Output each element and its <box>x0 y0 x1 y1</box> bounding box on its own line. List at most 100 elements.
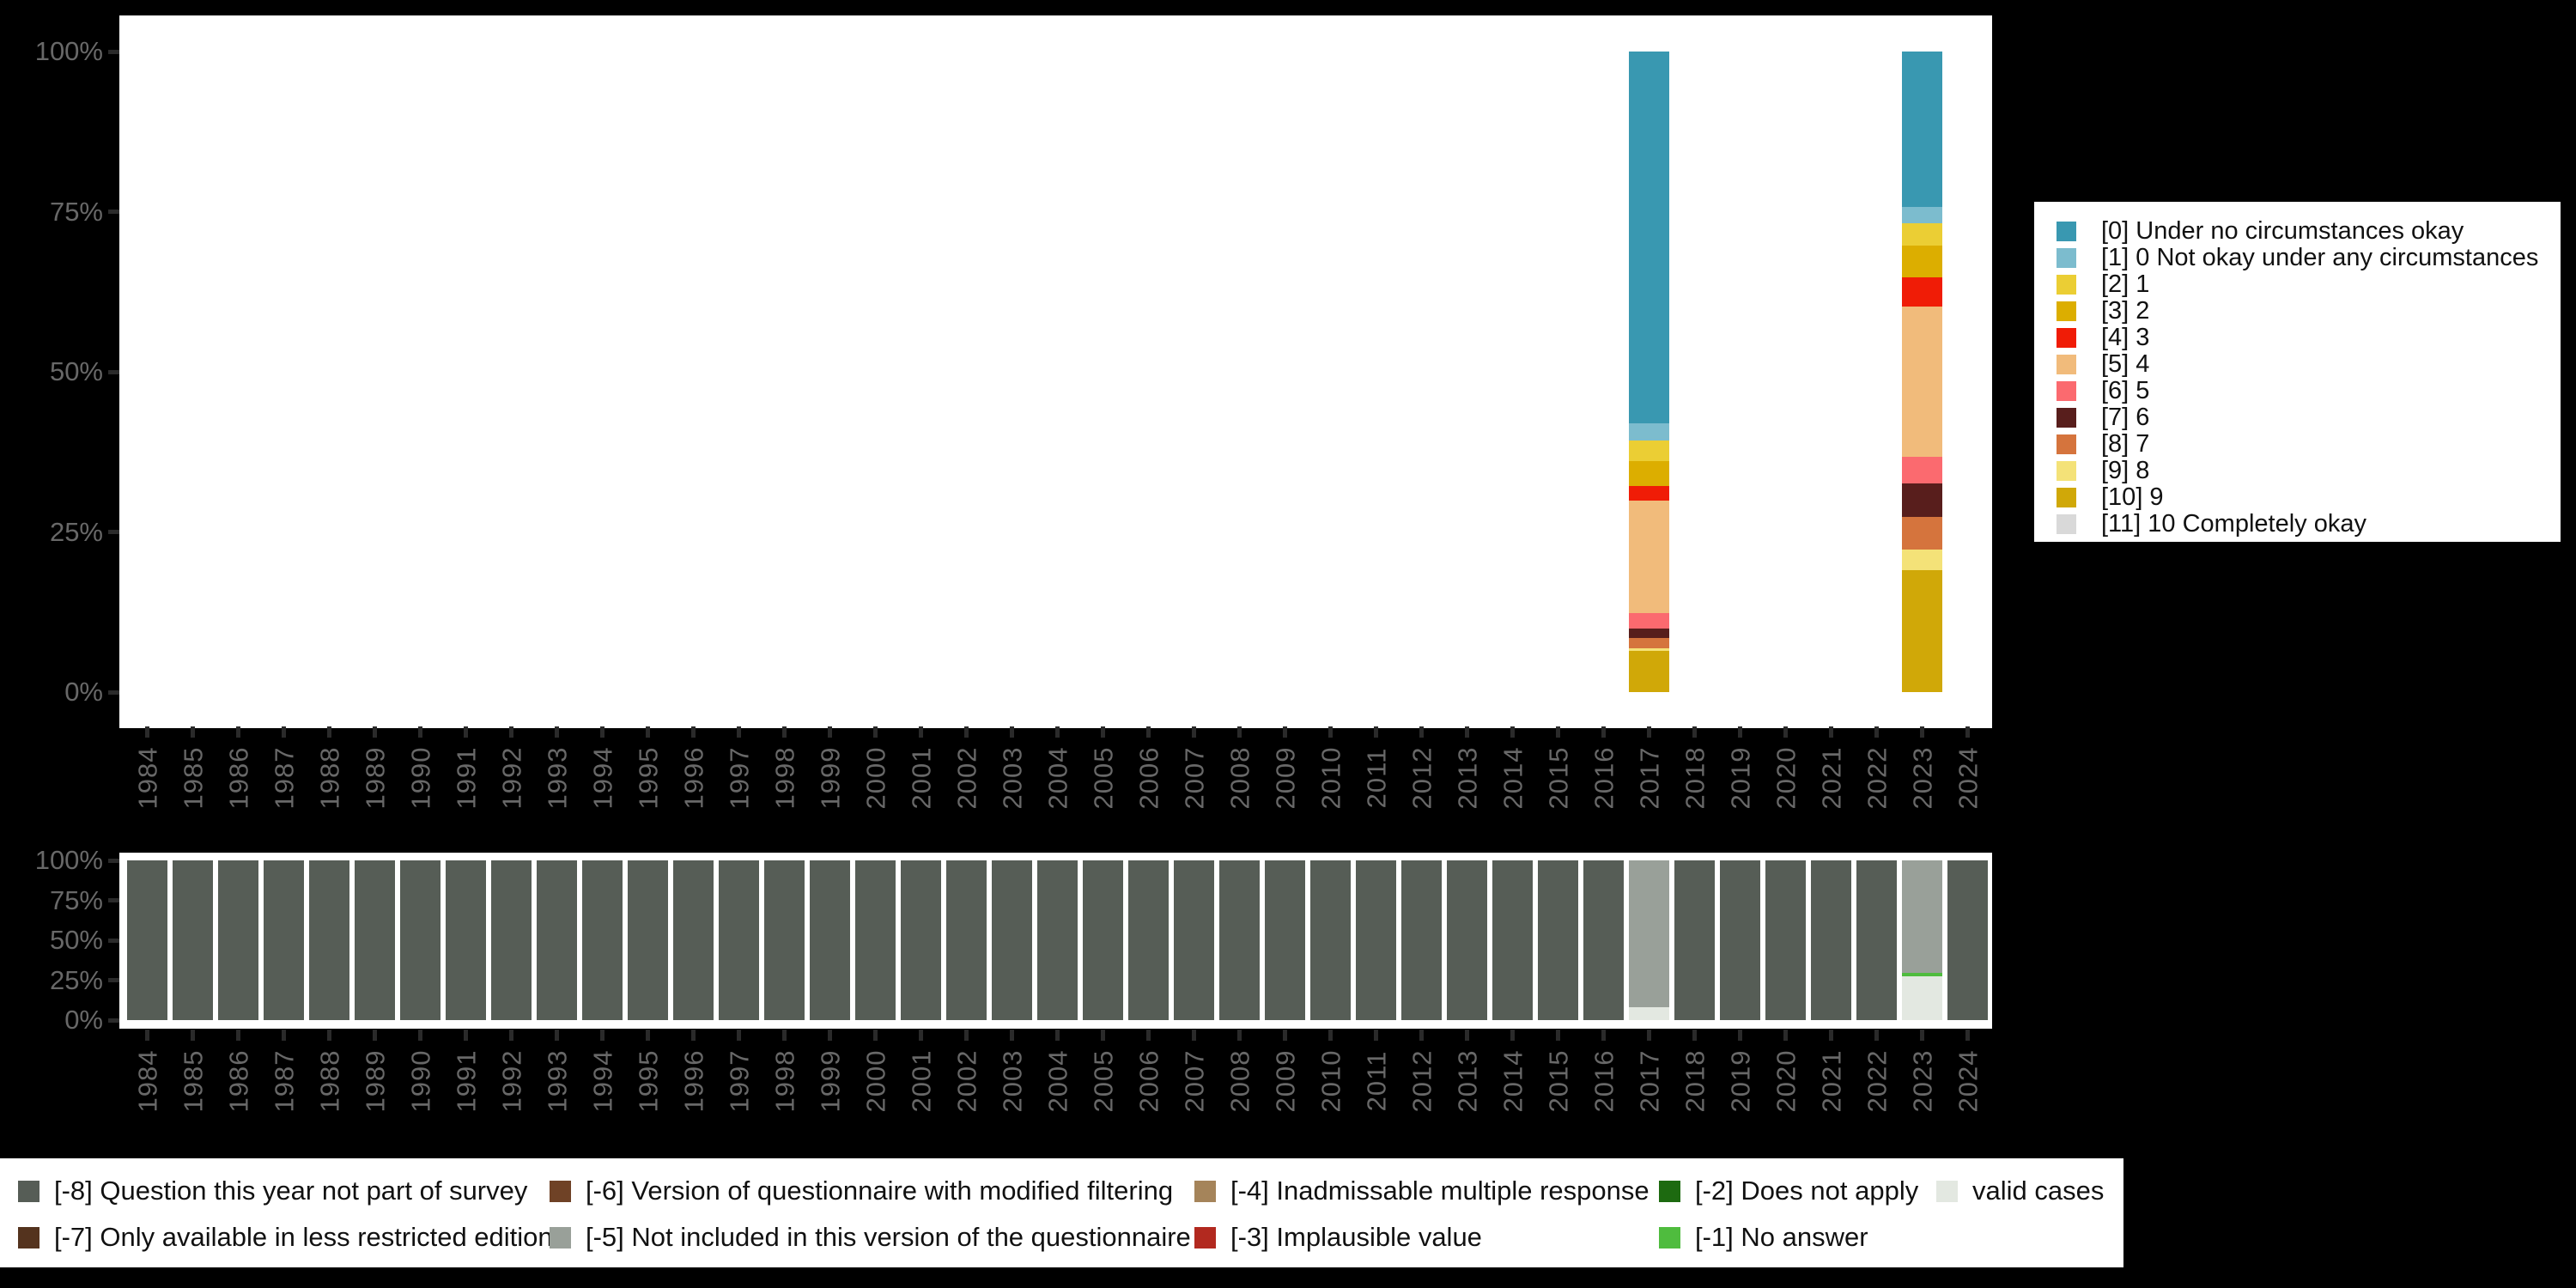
bar-segment-2023--1[interactable] <box>1902 973 1942 976</box>
bar-segment-2017-9[interactable] <box>1629 647 1669 652</box>
bar-segment-2019--8[interactable] <box>1720 860 1760 1020</box>
bar-segment-2001--8[interactable] <box>901 860 941 1020</box>
bar-segment-2023-5[interactable] <box>1902 306 1942 458</box>
legend-color-swatch <box>18 1226 39 1249</box>
bar-segment-1987--8[interactable] <box>264 860 304 1020</box>
bar-segment-2017-8[interactable] <box>1629 638 1669 648</box>
x-axis-tick-mark <box>646 726 650 738</box>
bar-segment-2003--8[interactable] <box>992 860 1032 1020</box>
x-axis-tick-mark <box>1101 1030 1105 1041</box>
bar-segment-1996--8[interactable] <box>673 860 714 1020</box>
bar-segment-2024--8[interactable] <box>1947 860 1988 1020</box>
legend-item-label: [10] 9 <box>2101 483 2164 511</box>
bar-segment-2023-3[interactable] <box>1902 246 1942 278</box>
legend-item[interactable]: [5] 4 <box>2057 350 2149 378</box>
bar-segment-1993--8[interactable] <box>537 860 577 1020</box>
legend-item[interactable]: [10] 9 <box>2057 483 2164 511</box>
legend-item[interactable]: [4] 3 <box>2057 324 2149 351</box>
bar-segment-2000--8[interactable] <box>855 860 896 1020</box>
bar-segment-1998--8[interactable] <box>764 860 805 1020</box>
legend-item[interactable]: [-8] Question this year not part of surv… <box>18 1176 527 1206</box>
x-axis-tick-mark <box>1419 726 1424 738</box>
legend-item[interactable]: [2] 1 <box>2057 270 2149 298</box>
bar-segment-2021--8[interactable] <box>1811 860 1851 1020</box>
bar-segment-1997--8[interactable] <box>719 860 759 1020</box>
bar-segment-2017-10[interactable] <box>1629 651 1669 692</box>
bar-segment-2015--8[interactable] <box>1538 860 1578 1020</box>
legend-item[interactable]: [8] 7 <box>2057 430 2149 458</box>
x-axis-tick-mark <box>1874 1030 1879 1041</box>
y-tick-label: 100% <box>34 845 103 875</box>
bar-segment-2017-1[interactable] <box>1629 423 1669 440</box>
legend-item[interactable]: [-4] Inadmissable multiple response <box>1194 1176 1649 1206</box>
x-axis-tick-mark <box>1010 1030 1014 1041</box>
bar-segment-2002--8[interactable] <box>946 860 987 1020</box>
bar-segment-2005--8[interactable] <box>1083 860 1123 1020</box>
y-tick-label: 75% <box>49 885 103 915</box>
legend-item[interactable]: [3] 2 <box>2057 297 2149 325</box>
bar-segment-2014--8[interactable] <box>1492 860 1533 1020</box>
bar-segment-1988--8[interactable] <box>309 860 349 1020</box>
legend-item[interactable]: [9] 8 <box>2057 457 2149 484</box>
bar-segment-2007--8[interactable] <box>1174 860 1214 1020</box>
legend-item[interactable]: [-3] Implausible value <box>1194 1222 1482 1252</box>
bar-segment-2023-valid[interactable] <box>1902 975 1942 1020</box>
x-axis-tick-mark <box>964 726 969 738</box>
bar-segment-2017--5[interactable] <box>1629 860 1669 1008</box>
legend-item[interactable]: [-7] Only available in less restricted e… <box>18 1222 553 1252</box>
bar-segment-2023-7[interactable] <box>1902 483 1942 518</box>
bar-segment-2023-4[interactable] <box>1902 277 1942 307</box>
bar-segment-2017-5[interactable] <box>1629 500 1669 614</box>
bar-segment-2017-4[interactable] <box>1629 485 1669 501</box>
legend-item[interactable]: [0] Under no circumstances okay <box>2057 217 2464 245</box>
bar-segment-2017-7[interactable] <box>1629 629 1669 639</box>
bar-segment-2006--8[interactable] <box>1128 860 1169 1020</box>
bar-segment-2010--8[interactable] <box>1310 860 1351 1020</box>
legend-item[interactable]: [-2] Does not apply <box>1659 1176 1918 1206</box>
bar-segment-1991--8[interactable] <box>446 860 486 1020</box>
bar-segment-1999--8[interactable] <box>810 860 850 1020</box>
bar-segment-2016--8[interactable] <box>1583 860 1624 1020</box>
bar-segment-2023-6[interactable] <box>1902 457 1942 483</box>
legend-item[interactable]: valid cases <box>1936 1176 2104 1206</box>
legend-color-swatch <box>550 1226 571 1249</box>
bar-segment-1985--8[interactable] <box>173 860 213 1020</box>
bar-segment-2023-9[interactable] <box>1902 549 1942 571</box>
bar-segment-2018--8[interactable] <box>1674 860 1715 1020</box>
bar-segment-2023-1[interactable] <box>1902 207 1942 223</box>
bar-segment-1992--8[interactable] <box>491 860 532 1020</box>
bar-segment-2011--8[interactable] <box>1356 860 1396 1020</box>
bar-segment-2013--8[interactable] <box>1447 860 1487 1020</box>
x-axis-tick-mark <box>1738 1030 1742 1041</box>
bar-segment-1989--8[interactable] <box>355 860 395 1020</box>
bar-segment-1986--8[interactable] <box>218 860 258 1020</box>
bar-segment-2023-0[interactable] <box>1902 52 1942 208</box>
bar-segment-2023-2[interactable] <box>1902 222 1942 246</box>
bar-segment-2009--8[interactable] <box>1265 860 1305 1020</box>
legend-item[interactable]: [1] 0 Not okay under any circumstances <box>2057 244 2538 271</box>
bar-segment-2017-2[interactable] <box>1629 440 1669 461</box>
bar-segment-2017-0[interactable] <box>1629 52 1669 424</box>
legend-item[interactable]: [7] 6 <box>2057 404 2149 431</box>
legend-item[interactable]: [-5] Not included in this version of the… <box>550 1222 1191 1252</box>
bar-segment-1994--8[interactable] <box>582 860 623 1020</box>
bar-segment-2023-10[interactable] <box>1902 570 1942 692</box>
bar-segment-2023-8[interactable] <box>1902 517 1942 550</box>
bar-segment-2022--8[interactable] <box>1856 860 1897 1020</box>
bar-segment-1990--8[interactable] <box>400 860 440 1020</box>
legend-item[interactable]: [-6] Version of questionnaire with modif… <box>550 1176 1173 1206</box>
bar-segment-1984--8[interactable] <box>127 860 167 1020</box>
bar-segment-2017-valid[interactable] <box>1629 1007 1669 1020</box>
legend-item[interactable]: [-1] No answer <box>1659 1222 1868 1252</box>
bar-segment-2017-3[interactable] <box>1629 460 1669 486</box>
x-axis-tick-mark <box>828 726 832 738</box>
legend-item[interactable]: [11] 10 Completely okay <box>2057 510 2366 538</box>
legend-item[interactable]: [6] 5 <box>2057 377 2149 404</box>
bar-segment-2023--5[interactable] <box>1902 860 1942 974</box>
bar-segment-2020--8[interactable] <box>1765 860 1806 1020</box>
bar-segment-2004--8[interactable] <box>1037 860 1078 1020</box>
bar-segment-2017-6[interactable] <box>1629 613 1669 629</box>
bar-segment-2012--8[interactable] <box>1401 860 1442 1020</box>
bar-segment-1995--8[interactable] <box>628 860 668 1020</box>
bar-segment-2008--8[interactable] <box>1219 860 1260 1020</box>
